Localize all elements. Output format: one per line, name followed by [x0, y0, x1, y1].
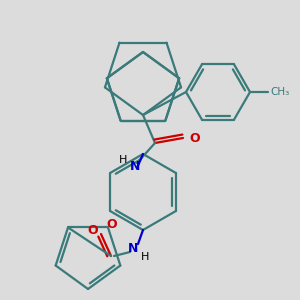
Text: O: O [189, 131, 200, 145]
Text: CH₃: CH₃ [270, 87, 289, 97]
Text: H: H [119, 155, 127, 165]
Text: O: O [107, 218, 117, 231]
Text: H: H [141, 252, 149, 262]
Text: N: N [130, 160, 140, 173]
Text: N: N [128, 242, 138, 254]
Text: O: O [88, 224, 98, 236]
